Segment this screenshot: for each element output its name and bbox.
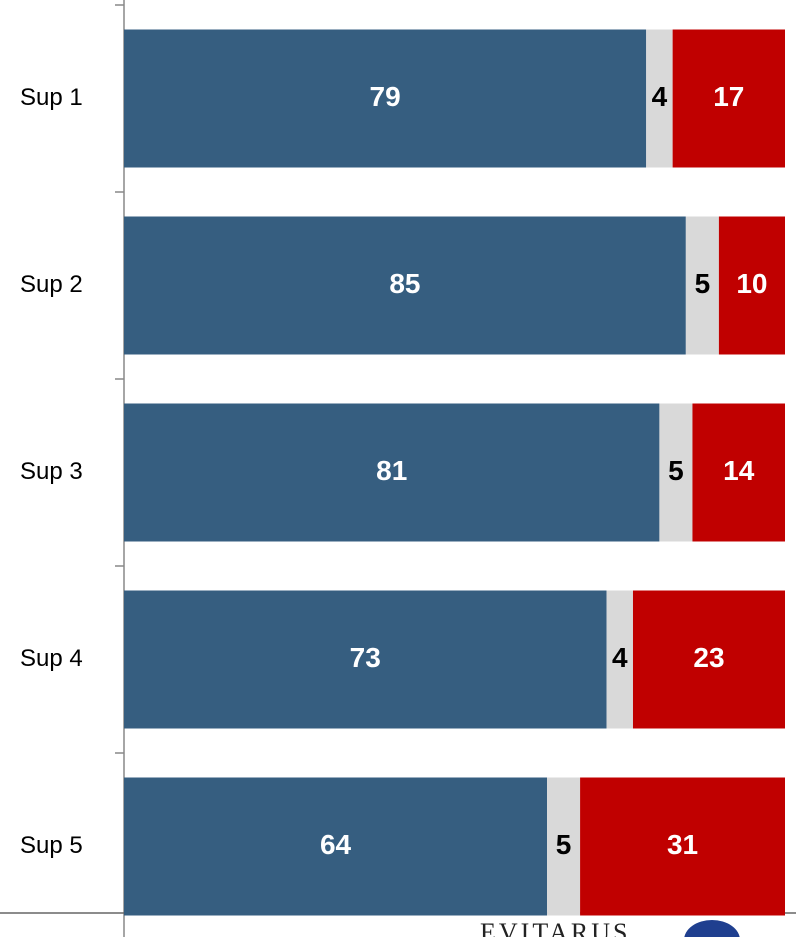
y-tick-label: Sup 2 (20, 271, 83, 298)
bar-segment (685, 216, 719, 355)
data-label: 17 (713, 81, 744, 112)
bar-segment (124, 590, 607, 729)
bar-segment (672, 29, 785, 168)
data-label: 5 (668, 455, 684, 486)
data-label: 64 (320, 829, 352, 860)
y-tick-label: Sup 3 (20, 458, 83, 485)
bar-segment (124, 403, 660, 542)
y-tick-label: Sup 5 (20, 832, 83, 859)
bar-segment (646, 29, 673, 168)
data-label: 5 (695, 268, 711, 299)
y-tick-label: Sup 4 (20, 645, 83, 672)
data-label: 4 (652, 81, 668, 112)
bar-segment (124, 777, 548, 916)
data-label: 4 (612, 642, 628, 673)
bar-segment (692, 403, 785, 542)
data-label: 85 (389, 268, 420, 299)
data-label: 79 (370, 81, 401, 112)
y-tick-label: Sup 1 (20, 84, 83, 111)
data-label: 81 (376, 455, 407, 486)
data-label: 23 (693, 642, 724, 673)
data-label: 10 (736, 268, 767, 299)
bar-segment (124, 216, 686, 355)
data-label: 31 (667, 829, 698, 860)
bar-segment (718, 216, 785, 355)
bar-segment (547, 777, 581, 916)
logo-text: EVITARUS (480, 918, 630, 937)
data-label: 14 (723, 455, 755, 486)
bar-segment (632, 590, 785, 729)
bar-segment (580, 777, 785, 916)
bar-segment (659, 403, 693, 542)
logo-badge (684, 920, 740, 937)
bar-segment (606, 590, 633, 729)
data-label: 5 (556, 829, 572, 860)
bar-segment (124, 29, 647, 168)
data-label: 73 (350, 642, 381, 673)
